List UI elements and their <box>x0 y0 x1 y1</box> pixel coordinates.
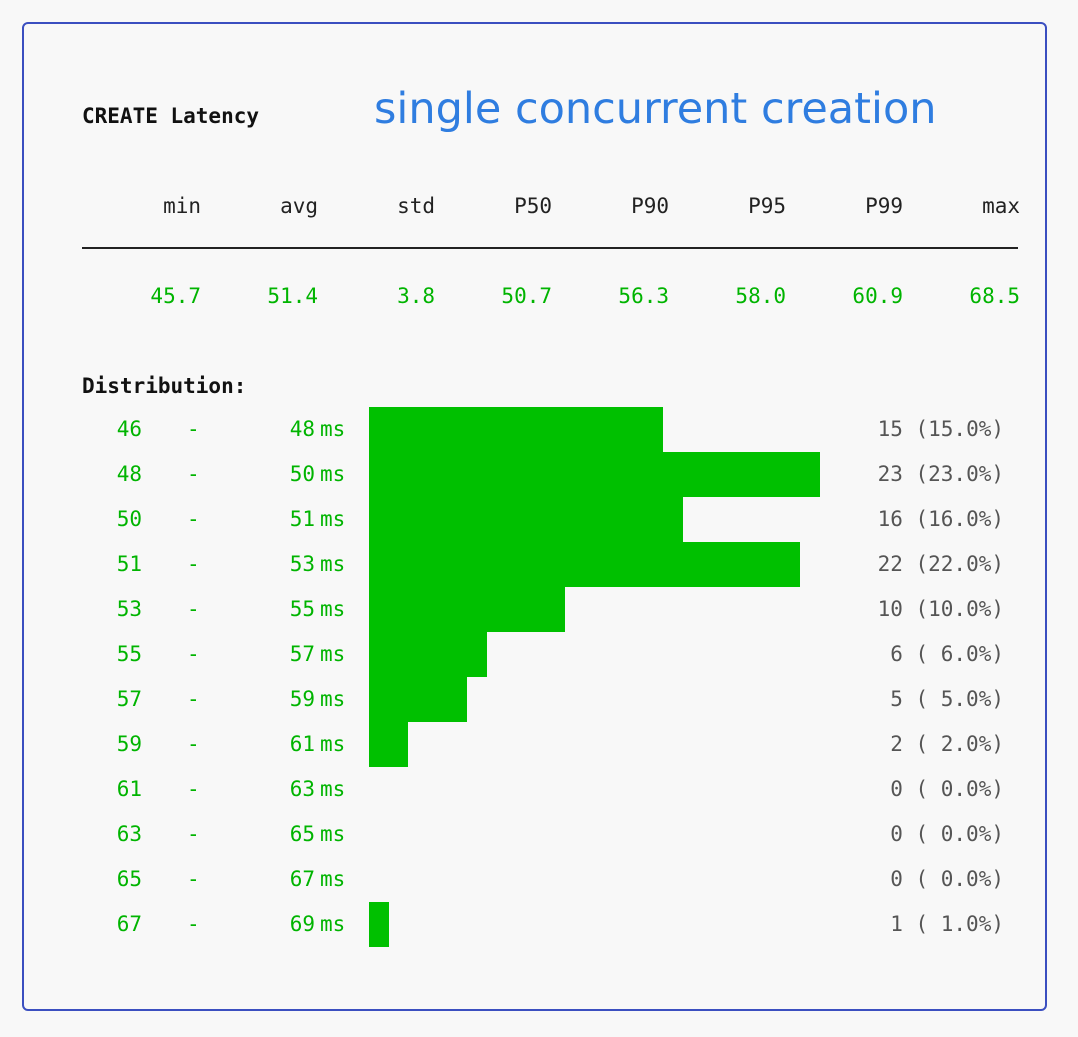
bin-unit: ms <box>320 597 346 621</box>
stat-value-min: 45.7 <box>150 284 201 308</box>
bin-low: 53 <box>116 597 142 621</box>
bin-high: 59 <box>289 687 315 711</box>
bin-count: 1 ( 1.0%) <box>890 912 1004 936</box>
bin-unit: ms <box>320 732 346 756</box>
page-title: single concurrent creation <box>374 84 937 134</box>
stat-value-p50: 50.7 <box>501 284 552 308</box>
bin-separator: - <box>187 732 200 756</box>
histogram-bar <box>369 497 683 542</box>
bin-separator: - <box>187 777 200 801</box>
stat-header-max: max <box>982 194 1020 218</box>
stat-header-p95: P95 <box>748 194 786 218</box>
stat-value-p99: 60.9 <box>852 284 903 308</box>
bin-high: 63 <box>289 777 315 801</box>
bin-high: 69 <box>289 912 315 936</box>
bin-unit: ms <box>320 867 346 891</box>
bin-high: 50 <box>289 462 315 486</box>
bin-low: 61 <box>116 777 142 801</box>
bin-low: 55 <box>116 642 142 666</box>
histogram-bar <box>369 677 467 722</box>
bin-unit: ms <box>320 777 346 801</box>
bin-separator: - <box>187 507 200 531</box>
bin-separator: - <box>187 912 200 936</box>
latency-panel: CREATE Latency single concurrent creatio… <box>22 22 1047 1011</box>
bin-separator: - <box>187 687 200 711</box>
bin-low: 46 <box>116 417 142 441</box>
bin-count: 2 ( 2.0%) <box>890 732 1004 756</box>
bin-count: 23 (23.0%) <box>877 462 1004 486</box>
bin-low: 51 <box>116 552 142 576</box>
stat-value-max: 68.5 <box>969 284 1020 308</box>
stat-value-avg: 51.4 <box>267 284 318 308</box>
bin-high: 55 <box>289 597 315 621</box>
divider <box>82 247 1018 249</box>
stat-header-min: min <box>163 194 201 218</box>
histogram-bar <box>369 587 565 632</box>
bin-count: 10 (10.0%) <box>877 597 1004 621</box>
bin-separator: - <box>187 642 200 666</box>
bin-count: 0 ( 0.0%) <box>890 822 1004 846</box>
bin-low: 67 <box>116 912 142 936</box>
bin-low: 57 <box>116 687 142 711</box>
panel-label: CREATE Latency <box>82 104 260 128</box>
histogram-bar <box>369 902 389 947</box>
histogram-bar <box>369 542 800 587</box>
bin-count: 0 ( 0.0%) <box>890 867 1004 891</box>
bin-unit: ms <box>320 822 346 846</box>
bin-separator: - <box>187 867 200 891</box>
histogram-bar <box>369 632 487 677</box>
histogram-bar <box>369 452 820 497</box>
bin-unit: ms <box>320 642 346 666</box>
histogram-bar <box>369 407 663 452</box>
stat-header-p90: P90 <box>631 194 669 218</box>
stat-header-p99: P99 <box>865 194 903 218</box>
bin-count: 15 (15.0%) <box>877 417 1004 441</box>
bin-separator: - <box>187 462 200 486</box>
bin-separator: - <box>187 822 200 846</box>
bin-low: 59 <box>116 732 142 756</box>
bin-count: 5 ( 5.0%) <box>890 687 1004 711</box>
bin-unit: ms <box>320 687 346 711</box>
stat-header-avg: avg <box>280 194 318 218</box>
bin-separator: - <box>187 417 200 441</box>
bin-high: 51 <box>289 507 315 531</box>
bin-unit: ms <box>320 507 346 531</box>
bin-unit: ms <box>320 912 346 936</box>
bin-unit: ms <box>320 462 346 486</box>
bin-separator: - <box>187 552 200 576</box>
bin-high: 48 <box>289 417 315 441</box>
bin-low: 65 <box>116 867 142 891</box>
bin-low: 48 <box>116 462 142 486</box>
distribution-label: Distribution: <box>82 374 247 398</box>
bin-unit: ms <box>320 552 346 576</box>
stat-header-std: std <box>397 194 435 218</box>
bin-count: 0 ( 0.0%) <box>890 777 1004 801</box>
bin-high: 67 <box>289 867 315 891</box>
bin-count: 6 ( 6.0%) <box>890 642 1004 666</box>
bin-low: 50 <box>116 507 142 531</box>
bin-unit: ms <box>320 417 346 441</box>
bin-low: 63 <box>116 822 142 846</box>
stat-value-p95: 58.0 <box>735 284 786 308</box>
stat-header-p50: P50 <box>514 194 552 218</box>
bin-high: 61 <box>289 732 315 756</box>
bin-high: 57 <box>289 642 315 666</box>
bin-count: 22 (22.0%) <box>877 552 1004 576</box>
bin-count: 16 (16.0%) <box>877 507 1004 531</box>
histogram-bar <box>369 722 408 767</box>
stat-value-std: 3.8 <box>397 284 435 308</box>
bin-high: 65 <box>289 822 315 846</box>
stat-value-p90: 56.3 <box>618 284 669 308</box>
bin-separator: - <box>187 597 200 621</box>
bin-high: 53 <box>289 552 315 576</box>
